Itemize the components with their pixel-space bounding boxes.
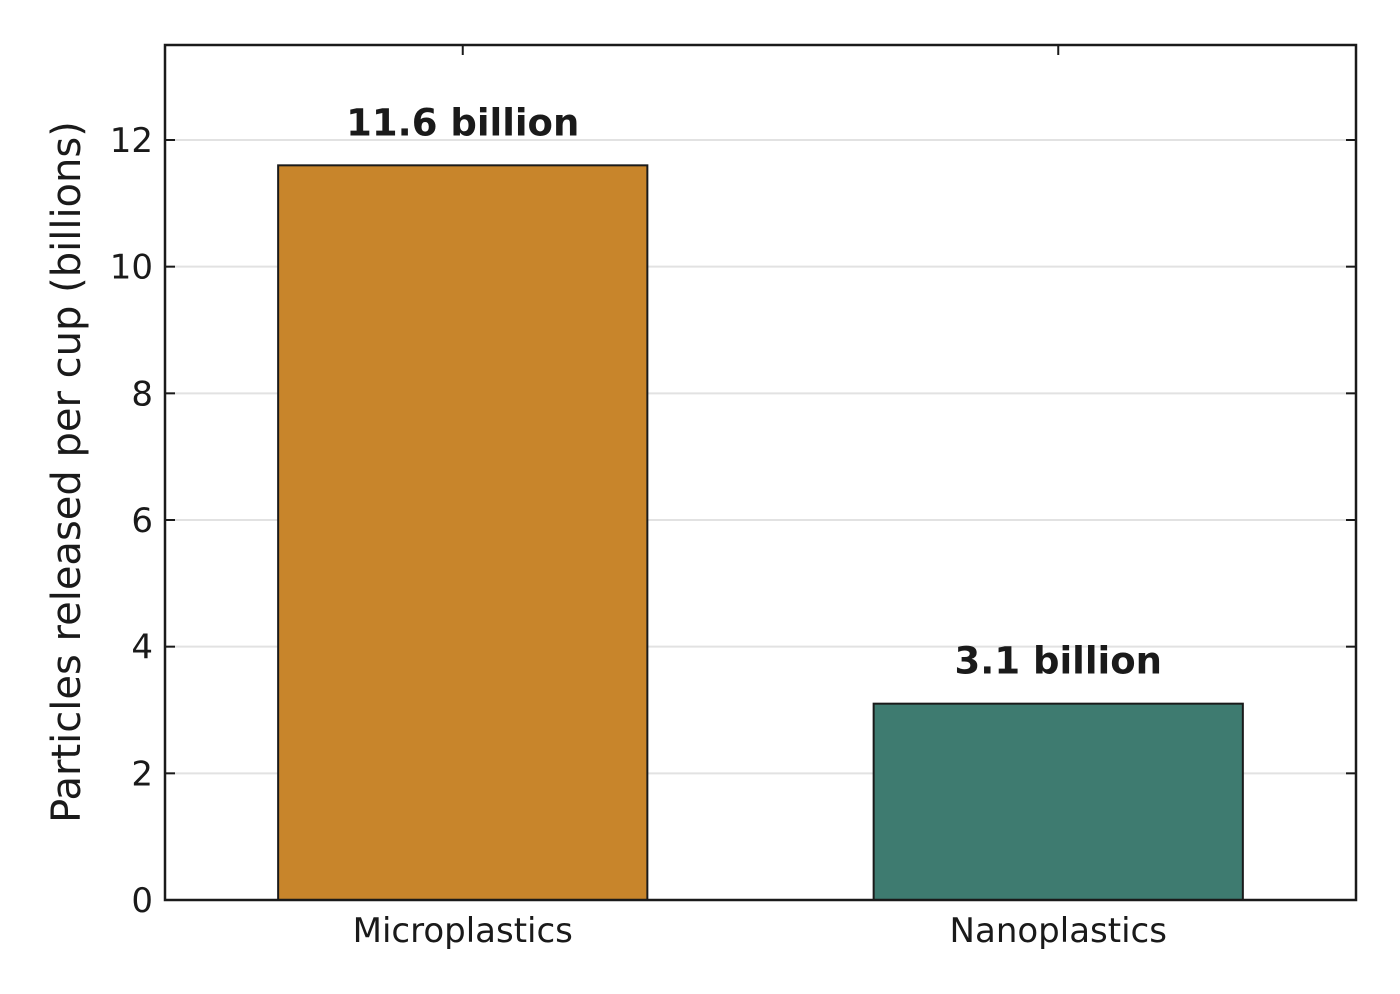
- y-tick-label: 4: [131, 628, 153, 668]
- y-tick-label: 10: [110, 248, 153, 288]
- x-tick-labels: Microplastics Nanoplastics: [353, 911, 1167, 951]
- x-tick-label: Nanoplastics: [950, 911, 1167, 951]
- plot-frame: [163, 43, 1358, 902]
- bars: [277, 164, 1244, 902]
- y-tick-label: 2: [131, 754, 153, 794]
- data-label: 11.6 billion: [346, 101, 579, 144]
- y-tick-label: 6: [131, 501, 153, 541]
- data-label: 3.1 billion: [955, 640, 1162, 683]
- bar-microplastics: [277, 164, 649, 902]
- axis-ticks: [165, 45, 1356, 901]
- y-tick-label: 12: [110, 121, 153, 161]
- bar-nanoplastics: [872, 702, 1244, 902]
- y-tick-label: 0: [131, 881, 153, 921]
- y-axis-label: Particles released per cup (billions): [44, 121, 90, 823]
- x-tick-label: Microplastics: [353, 911, 573, 951]
- y-tick-label: 8: [131, 374, 153, 414]
- data-labels: 11.6 billion 3.1 billion: [346, 101, 1162, 682]
- y-tick-labels: 0 2 4 6 8 10 12: [110, 121, 153, 921]
